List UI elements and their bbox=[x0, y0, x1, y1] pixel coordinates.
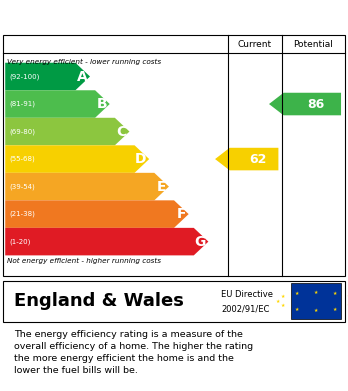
Text: EU Directive: EU Directive bbox=[221, 290, 273, 299]
Text: F: F bbox=[176, 207, 186, 221]
Text: ★: ★ bbox=[314, 290, 318, 295]
Text: ★: ★ bbox=[333, 291, 337, 296]
Text: D: D bbox=[135, 152, 147, 166]
Polygon shape bbox=[5, 228, 208, 255]
Text: G: G bbox=[194, 235, 206, 249]
Text: C: C bbox=[117, 125, 127, 138]
Text: Very energy efficient - lower running costs: Very energy efficient - lower running co… bbox=[7, 59, 161, 65]
Polygon shape bbox=[5, 118, 129, 145]
Bar bbox=[291, 283, 341, 319]
Text: Potential: Potential bbox=[293, 39, 333, 48]
Text: (81-91): (81-91) bbox=[9, 101, 35, 107]
Text: ★: ★ bbox=[347, 294, 348, 299]
Text: Energy Efficiency Rating: Energy Efficiency Rating bbox=[9, 9, 230, 24]
Text: (39-54): (39-54) bbox=[9, 183, 35, 190]
Text: ★: ★ bbox=[280, 294, 285, 299]
Polygon shape bbox=[5, 200, 189, 228]
Text: ★: ★ bbox=[294, 291, 299, 296]
Text: (21-38): (21-38) bbox=[9, 211, 35, 217]
Text: (69-80): (69-80) bbox=[9, 128, 35, 135]
Text: A: A bbox=[77, 70, 87, 84]
Text: ★: ★ bbox=[280, 303, 285, 308]
Polygon shape bbox=[5, 145, 149, 173]
Text: (55-68): (55-68) bbox=[9, 156, 35, 162]
Polygon shape bbox=[5, 173, 169, 200]
Text: ★: ★ bbox=[294, 307, 299, 312]
Text: ★: ★ bbox=[275, 299, 280, 304]
Text: (1-20): (1-20) bbox=[9, 239, 31, 245]
Polygon shape bbox=[215, 148, 278, 170]
Text: Current: Current bbox=[238, 39, 272, 48]
Text: The energy efficiency rating is a measure of the
overall efficiency of a home. T: The energy efficiency rating is a measur… bbox=[14, 330, 253, 375]
Text: 62: 62 bbox=[249, 152, 266, 165]
Text: ★: ★ bbox=[314, 308, 318, 313]
Polygon shape bbox=[5, 63, 90, 90]
Text: ★: ★ bbox=[333, 307, 337, 312]
Polygon shape bbox=[5, 90, 110, 118]
Text: England & Wales: England & Wales bbox=[14, 292, 184, 310]
Text: 86: 86 bbox=[307, 97, 324, 111]
Text: B: B bbox=[96, 97, 107, 111]
Text: E: E bbox=[157, 179, 166, 194]
Text: 2002/91/EC: 2002/91/EC bbox=[221, 305, 269, 314]
Polygon shape bbox=[269, 93, 341, 115]
Text: Not energy efficient - higher running costs: Not energy efficient - higher running co… bbox=[7, 258, 161, 264]
Text: ★: ★ bbox=[347, 303, 348, 308]
Text: (92-100): (92-100) bbox=[9, 73, 40, 80]
